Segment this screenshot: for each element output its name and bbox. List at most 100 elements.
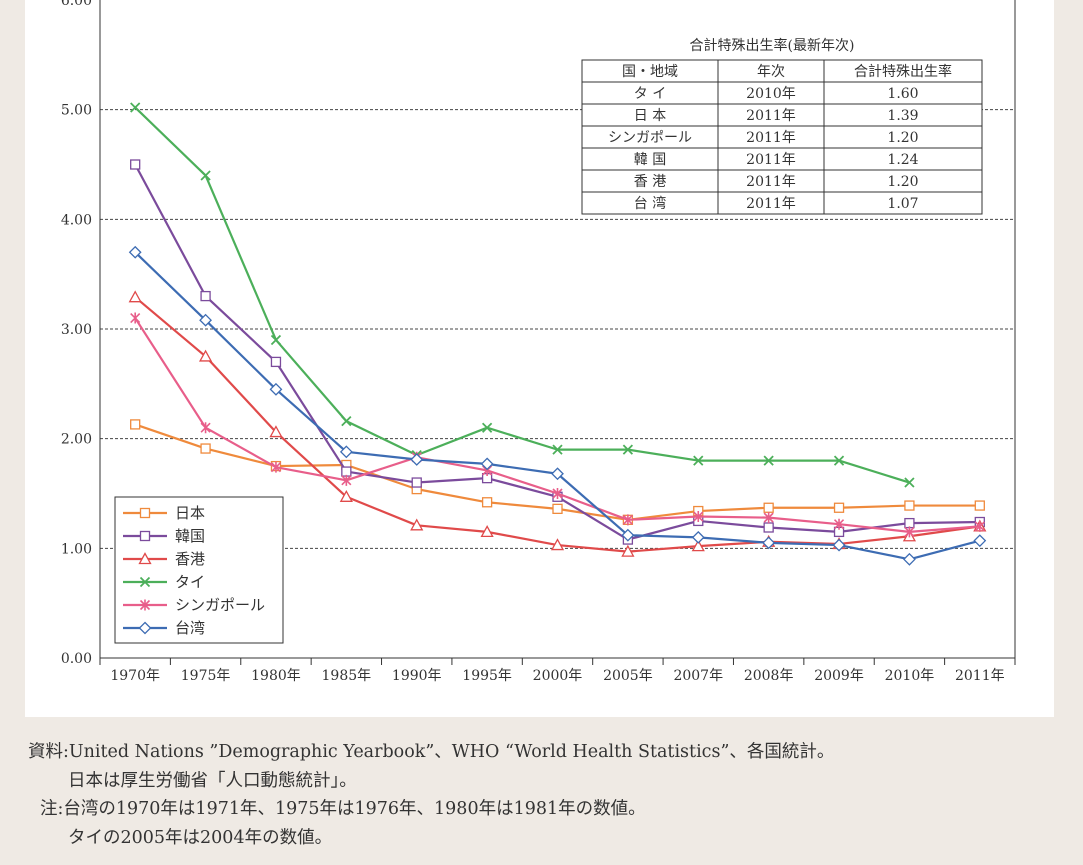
legend-box xyxy=(114,496,284,644)
data-point xyxy=(691,530,705,544)
data-point xyxy=(763,512,774,524)
table-cell: 1.39 xyxy=(887,108,918,124)
x-tick-label: 2011年 xyxy=(955,668,1005,684)
data-point xyxy=(269,425,283,438)
data-point xyxy=(341,474,352,486)
series-line xyxy=(134,106,910,484)
x-tick-label: 2009年 xyxy=(814,668,864,684)
x-tick-label: 2008年 xyxy=(744,668,794,684)
data-point xyxy=(139,599,151,611)
table-cell: 2011年 xyxy=(746,174,796,190)
legend-item: 香港 xyxy=(123,550,205,568)
x-tick-label: 1985年 xyxy=(322,668,372,684)
table-cell: 2010年 xyxy=(746,86,796,102)
data-point xyxy=(130,312,141,324)
note-taiwan: 注:台湾の1970年は1971年、1975年は1976年、1980年は1981年… xyxy=(40,799,646,819)
data-point xyxy=(833,455,845,466)
data-point xyxy=(551,467,564,481)
y-tick-label: 0.00 xyxy=(61,651,92,667)
source-note: 資料:United Nations ”Demographic Yearbook”… xyxy=(28,742,835,762)
data-point xyxy=(552,488,563,499)
legend-item: タイ xyxy=(123,573,205,591)
y-tick-label: 5.00 xyxy=(61,103,92,119)
legend-item: 日本 xyxy=(123,504,205,522)
table-cell: シンガポール xyxy=(608,130,692,146)
data-point xyxy=(622,444,634,455)
table-header-cell: 国・地域 xyxy=(622,64,678,80)
data-point xyxy=(832,538,846,552)
x-tick-label: 1975年 xyxy=(181,668,231,684)
data-point xyxy=(200,443,211,454)
legend-label: 韓国 xyxy=(175,527,205,545)
data-point xyxy=(198,349,213,362)
source-note-japan: 日本は厚生労働省「人口動態統計」。 xyxy=(68,770,357,791)
x-tick-label: 2010年 xyxy=(885,668,935,684)
data-point xyxy=(904,500,915,511)
data-point xyxy=(139,507,151,519)
series-タイ xyxy=(130,102,915,488)
table-cell: 2011年 xyxy=(746,130,796,146)
y-tick-label: 1.00 xyxy=(61,541,92,557)
data-point xyxy=(480,457,494,471)
table-cell: 2011年 xyxy=(746,108,796,124)
data-point xyxy=(481,422,493,433)
data-point xyxy=(411,477,422,488)
data-point xyxy=(481,497,493,508)
data-point xyxy=(763,522,774,533)
series-韓国 xyxy=(130,159,985,545)
table-cell: 1.24 xyxy=(887,152,918,168)
data-point xyxy=(974,520,985,532)
data-point xyxy=(128,245,142,259)
table-cell: 香 港 xyxy=(634,174,666,190)
data-point xyxy=(270,356,282,368)
data-point xyxy=(693,511,704,523)
data-point xyxy=(139,576,151,588)
y-tick-label: 6.00 xyxy=(61,0,92,9)
data-point xyxy=(139,530,151,542)
fertility-rate-chart: 0.00 1.00 2.00 3.00 4.00 5.00 6.00 1970年 1975年 1… xyxy=(61,0,1016,684)
table-header-cell: 合計特殊出生率 xyxy=(854,63,952,80)
data-point xyxy=(138,621,152,635)
data-point xyxy=(200,170,211,181)
table-cell: 日 本 xyxy=(634,108,666,124)
data-point xyxy=(904,526,915,538)
data-point xyxy=(550,538,565,551)
table-cell: 2011年 xyxy=(746,152,796,168)
chart-panel: 0.00 1.00 2.00 3.00 4.00 5.00 6.00 1970年 1975年 1… xyxy=(25,0,1054,717)
table-cell: 1.20 xyxy=(887,130,918,146)
data-point xyxy=(130,102,141,113)
x-tick-label: 2000年 xyxy=(533,668,583,684)
data-point xyxy=(341,466,352,477)
legend-item: 台湾 xyxy=(123,619,205,637)
data-point xyxy=(693,455,704,466)
data-point xyxy=(130,159,141,170)
data-point xyxy=(973,534,987,548)
data-point xyxy=(763,502,774,513)
table-cell: タ イ xyxy=(634,86,666,102)
data-point xyxy=(552,503,563,515)
series-シンガポール xyxy=(130,312,985,538)
data-point xyxy=(269,382,283,396)
data-point xyxy=(130,419,141,430)
data-point xyxy=(691,539,705,552)
data-point xyxy=(833,502,845,513)
table-header-cell: 年次 xyxy=(757,64,785,80)
x-tick-label: 1980年 xyxy=(251,668,301,684)
y-tick-label: 3.00 xyxy=(61,322,92,338)
data-point xyxy=(410,453,424,466)
data-point xyxy=(339,445,353,459)
legend-item: シンガポール xyxy=(123,596,265,614)
data-point xyxy=(200,422,211,434)
data-point xyxy=(270,334,282,346)
note-thailand: タイの2005年は2004年の数値。 xyxy=(68,827,333,848)
data-point xyxy=(621,544,635,557)
data-point xyxy=(622,514,633,526)
legend-label: 香港 xyxy=(175,550,205,568)
table-cell: 韓 国 xyxy=(634,152,666,168)
data-point xyxy=(904,517,915,529)
table-cell: 1.20 xyxy=(887,174,918,190)
legend-label: シンガポール xyxy=(175,596,265,614)
x-tick-label: 1995年 xyxy=(462,668,512,684)
data-point xyxy=(763,455,774,466)
data-point xyxy=(552,444,563,455)
